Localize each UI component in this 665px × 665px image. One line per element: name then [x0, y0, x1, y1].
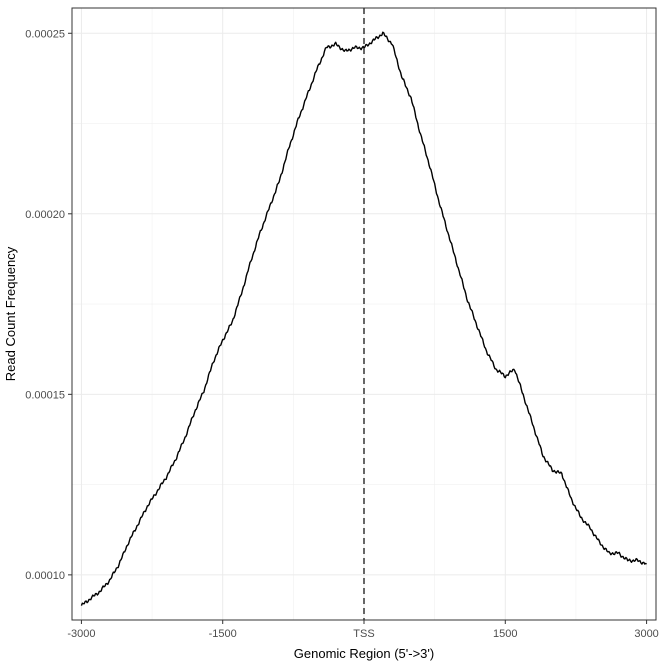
- x-tick-label: -1500: [209, 628, 237, 640]
- x-axis-ticks: -3000 -1500 TSS 1500 3000: [67, 620, 659, 640]
- x-tick-label: -3000: [67, 628, 95, 640]
- y-axis-title: Read Count Frequency: [3, 246, 18, 381]
- y-tick-label: 0.00025: [25, 28, 65, 40]
- y-axis-ticks: 0.00010 0.00015 0.00020 0.00025: [25, 28, 72, 582]
- y-tick-label: 0.00015: [25, 389, 65, 401]
- x-tick-label: TSS: [353, 628, 374, 640]
- x-axis-title: Genomic Region (5'->3'): [294, 646, 434, 661]
- y-tick-label: 0.00010: [25, 570, 65, 582]
- x-tick-label: 1500: [493, 628, 517, 640]
- series-line: [80, 31, 647, 606]
- x-tick-label: 3000: [634, 628, 658, 640]
- y-tick-label: 0.00020: [25, 209, 65, 221]
